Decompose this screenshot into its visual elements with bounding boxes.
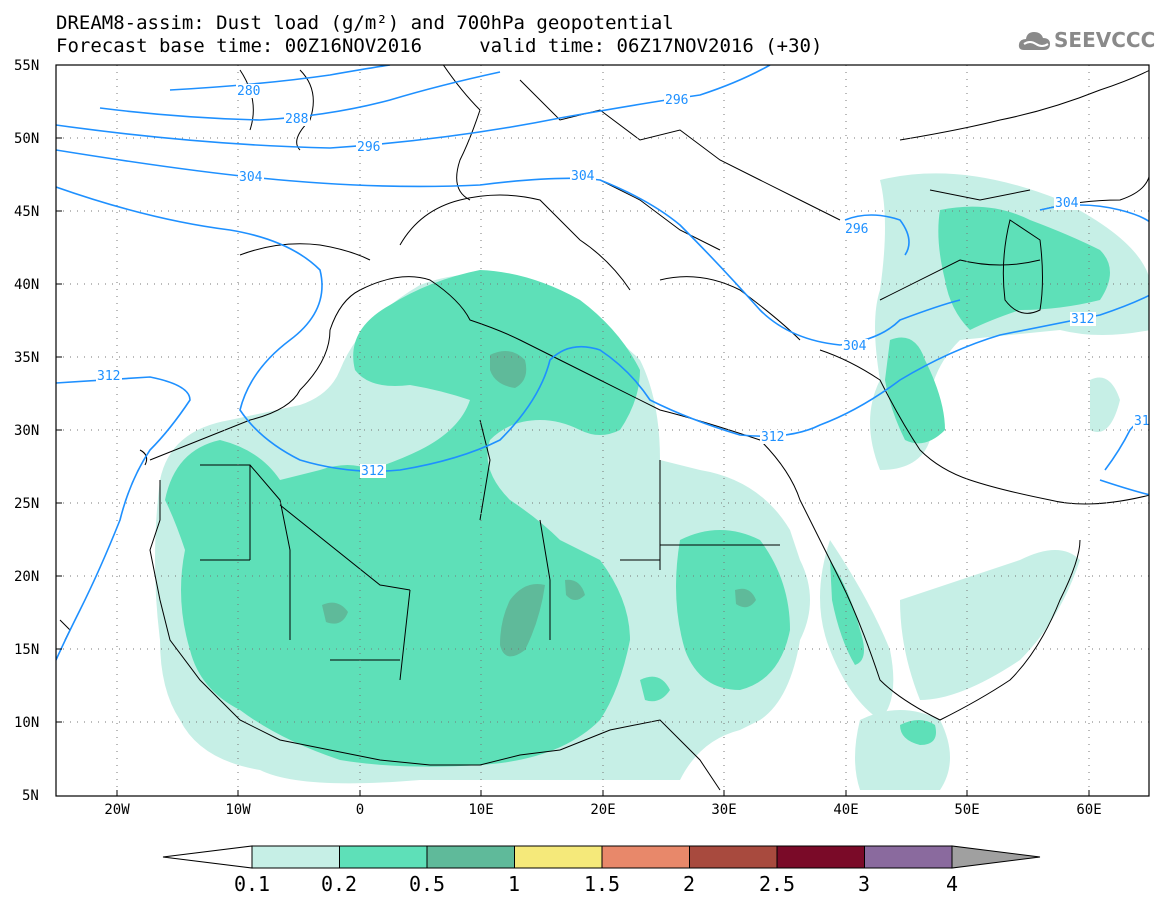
contour-label: 304 [571, 169, 595, 184]
contour-label: 296 [845, 222, 868, 237]
colorbar-label: 2 [683, 872, 695, 896]
contour-label: 288 [285, 112, 308, 127]
colorbar-lower-arrow [162, 845, 253, 869]
colorbar-upper-arrow [951, 845, 1041, 869]
contour-labels: 280 288 296 304 296 304 296 304 304 312 … [96, 84, 1157, 479]
colorbar-label: 0.2 [321, 872, 357, 896]
contour-label: 296 [357, 140, 380, 155]
colorbar-label: 3 [858, 872, 870, 896]
graticule [56, 65, 1149, 796]
lat-label: 20N [14, 569, 39, 585]
seevccc-logo: SEEVCCC [1018, 24, 1158, 56]
lon-label: 20E [590, 802, 615, 818]
contour-label: 296 [665, 93, 688, 108]
lon-label: 0 [356, 802, 364, 818]
lon-label: 20W [104, 802, 130, 818]
contour-label: 304 [239, 170, 263, 185]
lat-label: 50N [14, 131, 39, 147]
axis-ticks [56, 64, 1090, 796]
longitude-labels: 20W 10W 0 10E 20E 30E 40E 50E 60E [104, 802, 1101, 818]
colorbar-label: 1.5 [584, 872, 620, 896]
colorbar-label: 0.5 [409, 872, 445, 896]
colorbar-box [251, 845, 340, 869]
chart-title: DREAM8-assim: Dust load (g/m²) and 700hP… [56, 12, 674, 34]
lat-label: 10N [14, 715, 39, 731]
contour-label: 312 [97, 369, 120, 384]
contour-label: 304 [1055, 196, 1079, 211]
contour-label: 312 [1071, 312, 1094, 327]
contour-label: 304 [843, 339, 867, 354]
cloud-icon [1018, 32, 1050, 50]
colorbar-labels: 0.1 0.2 0.5 1 1.5 2 2.5 3 4 [234, 872, 958, 896]
contour-label: 280 [237, 84, 260, 99]
lon-label: 10E [468, 802, 493, 818]
map-area: 280 288 296 304 296 304 296 304 304 312 … [56, 65, 1157, 796]
colorbar-box [689, 845, 778, 869]
colorbar-box [601, 845, 690, 869]
colorbar-label: 4 [946, 872, 958, 896]
colorbar: 0.1 0.2 0.5 1 1.5 2 2.5 3 4 [162, 845, 1041, 896]
colorbar-label: 1 [508, 872, 520, 896]
lon-label: 30E [711, 802, 736, 818]
lon-label: 50E [954, 802, 979, 818]
contour-label: 312 [1134, 414, 1157, 429]
lon-label: 60E [1076, 802, 1101, 818]
lat-label: 5N [22, 788, 39, 804]
dust-band-0.5-1 [322, 351, 756, 657]
contour-label: 312 [361, 464, 384, 479]
lat-label: 40N [14, 277, 39, 293]
colorbar-box [339, 845, 428, 869]
colorbar-box [864, 845, 953, 869]
colorbar-label: 0.1 [234, 872, 270, 896]
colorbar-label: 2.5 [759, 872, 795, 896]
lat-label: 45N [14, 204, 39, 220]
lat-label: 55N [14, 58, 39, 74]
lat-label: 35N [14, 350, 39, 366]
colorbar-box [776, 845, 865, 869]
coastlines [59, 65, 1149, 791]
colorbar-box [514, 845, 603, 869]
lon-label: 10W [225, 802, 251, 818]
logo-text: SEEVCCC [1054, 28, 1156, 52]
lat-label: 30N [14, 423, 39, 439]
latitude-labels: 55N 50N 45N 40N 35N 30N 25N 20N 15N 10N … [14, 58, 39, 804]
forecast-time-line: Forecast base time: 00Z16NOV2016 valid t… [56, 35, 823, 57]
contour-label: 312 [761, 430, 784, 445]
lat-label: 25N [14, 496, 39, 512]
lon-label: 40E [833, 802, 858, 818]
colorbar-box [426, 845, 515, 869]
lat-label: 15N [14, 642, 39, 658]
colorbar-boxes [251, 845, 953, 869]
